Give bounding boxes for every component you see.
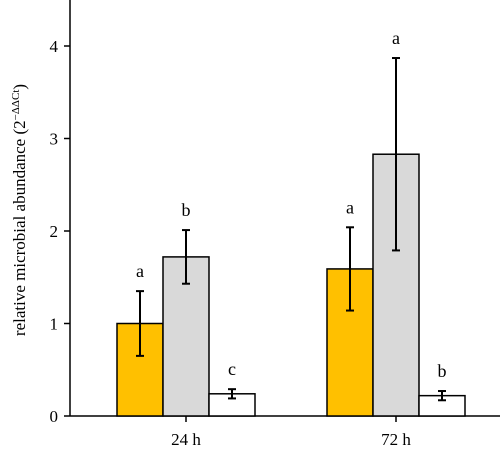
significance-label: a [346, 197, 354, 217]
significance-label: b [182, 200, 191, 220]
y-tick-label: 0 [50, 407, 59, 426]
x-tick-label: 24 h [171, 430, 201, 449]
labels: 24 h 72 h a b c a a b [136, 28, 447, 449]
y-tick-label: 2 [50, 222, 59, 241]
y-axis-title-main: relative microbial abundance (2 [10, 120, 29, 336]
significance-label: c [228, 359, 236, 379]
y-axis-title: relative microbial abundance (2−ΔΔCt) [10, 84, 29, 336]
error-bars [136, 57, 446, 402]
x-tick-label: 72 h [381, 430, 411, 449]
significance-label: a [392, 28, 400, 48]
significance-label: b [438, 361, 447, 381]
svg-text:relative microbial abundance (: relative microbial abundance (2−ΔΔCt) [10, 84, 29, 336]
bars [116, 153, 466, 417]
y-tick-label: 1 [50, 315, 59, 334]
y-tick-label: 4 [50, 37, 59, 56]
y-axis-title-close: ) [10, 84, 29, 90]
y-tick-label: 3 [50, 130, 59, 149]
y-axis-title-exponent: −ΔΔCt [10, 90, 22, 121]
significance-label: a [136, 261, 144, 281]
